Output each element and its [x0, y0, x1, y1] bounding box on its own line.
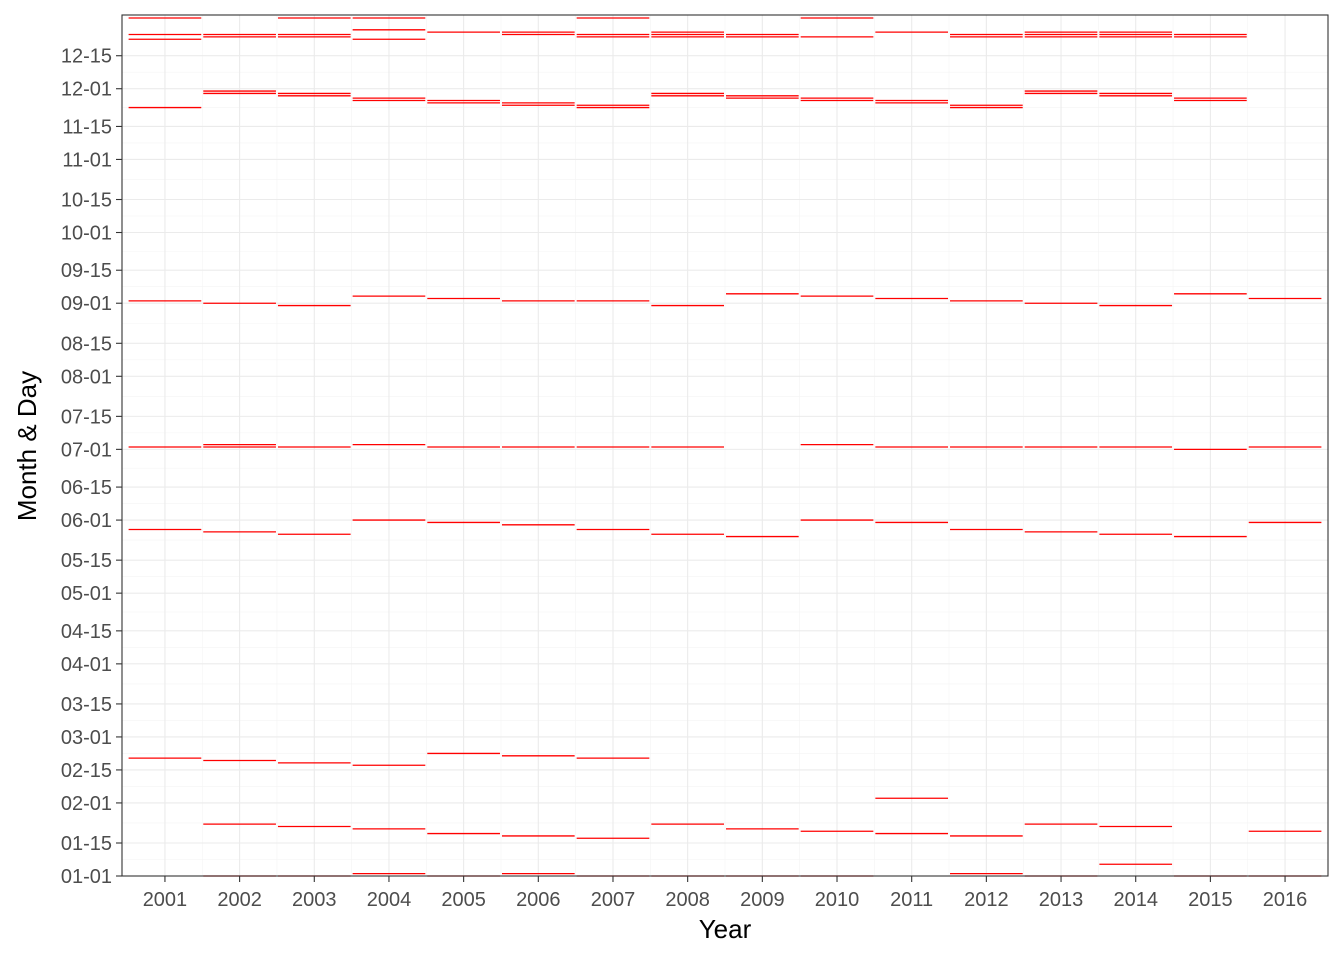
- y-tick-label: 02-01: [61, 793, 112, 815]
- y-tick-label: 06-01: [61, 510, 112, 532]
- y-tick-label: 10-01: [61, 223, 112, 245]
- y-tick-label: 10-15: [61, 190, 112, 212]
- y-tick-label: 01-01: [61, 866, 112, 888]
- y-tick-label: 05-01: [61, 583, 112, 605]
- y-tick-label: 09-15: [61, 260, 112, 282]
- y-tick-label: 04-15: [61, 621, 112, 643]
- x-tick-label: 2015: [1188, 889, 1233, 911]
- panel-border: [121, 14, 1329, 877]
- x-tick-label: 2014: [1113, 889, 1158, 911]
- y-tick-label: 06-15: [61, 477, 112, 499]
- x-tick-label: 2012: [964, 889, 1009, 911]
- y-axis-title: Month & Day: [12, 371, 42, 521]
- y-tick-label: 02-15: [61, 760, 112, 782]
- y-axis: 01-01 01-15 02-01 02-15 03-01 03-15 04-01 04-15…: [61, 46, 122, 888]
- y-tick-label: 04-01: [61, 654, 112, 676]
- y-tick-label: 08-01: [61, 366, 112, 388]
- x-tick-label: 2003: [292, 889, 337, 911]
- x-tick-label: 2016: [1263, 889, 1308, 911]
- y-tick-label: 12-15: [61, 46, 112, 68]
- y-tick-label: 09-01: [61, 293, 112, 315]
- minor-gridlines: [122, 15, 1328, 876]
- x-tick-label: 2007: [591, 889, 636, 911]
- x-tick-label: 2004: [367, 889, 412, 911]
- x-tick-label: 2011: [890, 889, 933, 911]
- x-tick-label: 2001: [143, 889, 188, 911]
- y-tick-label: 08-15: [61, 333, 112, 355]
- x-tick-label: 2013: [1039, 889, 1084, 911]
- x-axis-title: Year: [699, 914, 752, 944]
- x-axis: 2001 2002 2003 2004 2005 2006 2007 2008 2009 2010…: [143, 876, 1308, 911]
- y-tick-label: 07-01: [61, 439, 112, 461]
- x-tick-label: 2010: [815, 889, 860, 911]
- y-tick-label: 07-15: [61, 406, 112, 428]
- y-tick-label: 12-01: [61, 79, 112, 101]
- y-tick-label: 11-15: [62, 116, 112, 138]
- y-tick-label: 03-15: [61, 694, 112, 716]
- x-tick-label: 2008: [665, 889, 710, 911]
- x-tick-label: 2002: [217, 889, 262, 911]
- y-tick-label: 11-01: [62, 149, 112, 171]
- y-tick-label: 03-01: [61, 727, 112, 749]
- y-tick-label: 01-15: [61, 833, 112, 855]
- y-tick-label: 05-15: [61, 550, 112, 572]
- x-tick-label: 2005: [441, 889, 486, 911]
- x-tick-label: 2009: [740, 889, 785, 911]
- x-tick-label: 2006: [516, 889, 561, 911]
